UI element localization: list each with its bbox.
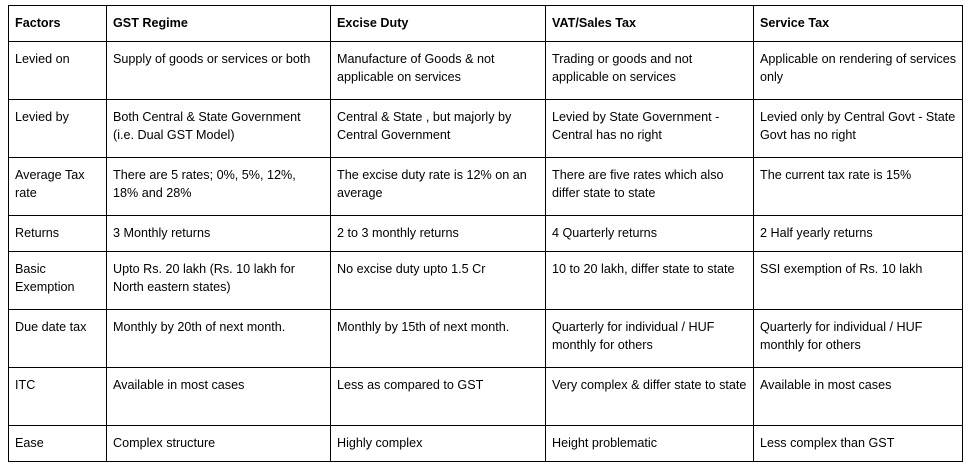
row-factor: Ease bbox=[8, 425, 107, 462]
table-row: Average Tax rate There are 5 rates; 0%, … bbox=[8, 157, 963, 216]
header-service-tax: Service Tax bbox=[753, 5, 963, 42]
row-factor: Levied on bbox=[8, 41, 107, 100]
header-row: Factors GST Regime Excise Duty VAT/Sales… bbox=[8, 5, 963, 42]
cell-excise: No excise duty upto 1.5 Cr bbox=[330, 251, 546, 310]
cell-excise: Highly complex bbox=[330, 425, 546, 462]
cell-service: Levied only by Central Govt - State Govt… bbox=[753, 99, 963, 158]
table-row: ITC Available in most cases Less as comp… bbox=[8, 367, 963, 426]
cell-vat: 4 Quarterly returns bbox=[545, 215, 754, 252]
cell-service: SSI exemption of Rs. 10 lakh bbox=[753, 251, 963, 310]
cell-vat: There are five rates which also differ s… bbox=[545, 157, 754, 216]
cell-vat: Trading or goods and not applicable on s… bbox=[545, 41, 754, 100]
cell-gst: Monthly by 20th of next month. bbox=[106, 309, 331, 368]
row-factor: Average Tax rate bbox=[8, 157, 107, 216]
table-row: Returns 3 Monthly returns 2 to 3 monthly… bbox=[8, 215, 963, 252]
cell-gst: Supply of goods or services or both bbox=[106, 41, 331, 100]
table-row: Due date tax Monthly by 20th of next mon… bbox=[8, 309, 963, 368]
table-row: Ease Complex structure Highly complex He… bbox=[8, 425, 963, 462]
cell-gst: Complex structure bbox=[106, 425, 331, 462]
row-factor: Due date tax bbox=[8, 309, 107, 368]
cell-service: Applicable on rendering of services only bbox=[753, 41, 963, 100]
tax-comparison-table: Factors GST Regime Excise Duty VAT/Sales… bbox=[8, 5, 963, 462]
cell-excise: The excise duty rate is 12% on an averag… bbox=[330, 157, 546, 216]
cell-excise: Manufacture of Goods & not applicable on… bbox=[330, 41, 546, 100]
cell-gst: Available in most cases bbox=[106, 367, 331, 426]
cell-vat: Quarterly for individual / HUF monthly f… bbox=[545, 309, 754, 368]
row-factor: Returns bbox=[8, 215, 107, 252]
table-row: Basic Exemption Upto Rs. 20 lakh (Rs. 10… bbox=[8, 251, 963, 310]
cell-vat: Levied by State Government - Central has… bbox=[545, 99, 754, 158]
cell-excise: Monthly by 15th of next month. bbox=[330, 309, 546, 368]
row-factor: Basic Exemption bbox=[8, 251, 107, 310]
table-row: Levied on Supply of goods or services or… bbox=[8, 41, 963, 100]
cell-gst: There are 5 rates; 0%, 5%, 12%, 18% and … bbox=[106, 157, 331, 216]
header-factors: Factors bbox=[8, 5, 107, 42]
cell-vat: Height problematic bbox=[545, 425, 754, 462]
cell-excise: Central & State , but majorly by Central… bbox=[330, 99, 546, 158]
cell-service: Available in most cases bbox=[753, 367, 963, 426]
cell-excise: 2 to 3 monthly returns bbox=[330, 215, 546, 252]
table-row: Levied by Both Central & State Governmen… bbox=[8, 99, 963, 158]
comparison-table-wrapper: Factors GST Regime Excise Duty VAT/Sales… bbox=[8, 5, 963, 462]
header-vat-sales-tax: VAT/Sales Tax bbox=[545, 5, 754, 42]
cell-service: Less complex than GST bbox=[753, 425, 963, 462]
header-excise-duty: Excise Duty bbox=[330, 5, 546, 42]
header-gst-regime: GST Regime bbox=[106, 5, 331, 42]
cell-service: 2 Half yearly returns bbox=[753, 215, 963, 252]
cell-excise: Less as compared to GST bbox=[330, 367, 546, 426]
cell-vat: Very complex & differ state to state bbox=[545, 367, 754, 426]
cell-gst: Both Central & State Government (i.e. Du… bbox=[106, 99, 331, 158]
cell-gst: Upto Rs. 20 lakh (Rs. 10 lakh for North … bbox=[106, 251, 331, 310]
row-factor: ITC bbox=[8, 367, 107, 426]
cell-vat: 10 to 20 lakh, differ state to state bbox=[545, 251, 754, 310]
cell-gst: 3 Monthly returns bbox=[106, 215, 331, 252]
cell-service: The current tax rate is 15% bbox=[753, 157, 963, 216]
cell-service: Quarterly for individual / HUF monthly f… bbox=[753, 309, 963, 368]
row-factor: Levied by bbox=[8, 99, 107, 158]
